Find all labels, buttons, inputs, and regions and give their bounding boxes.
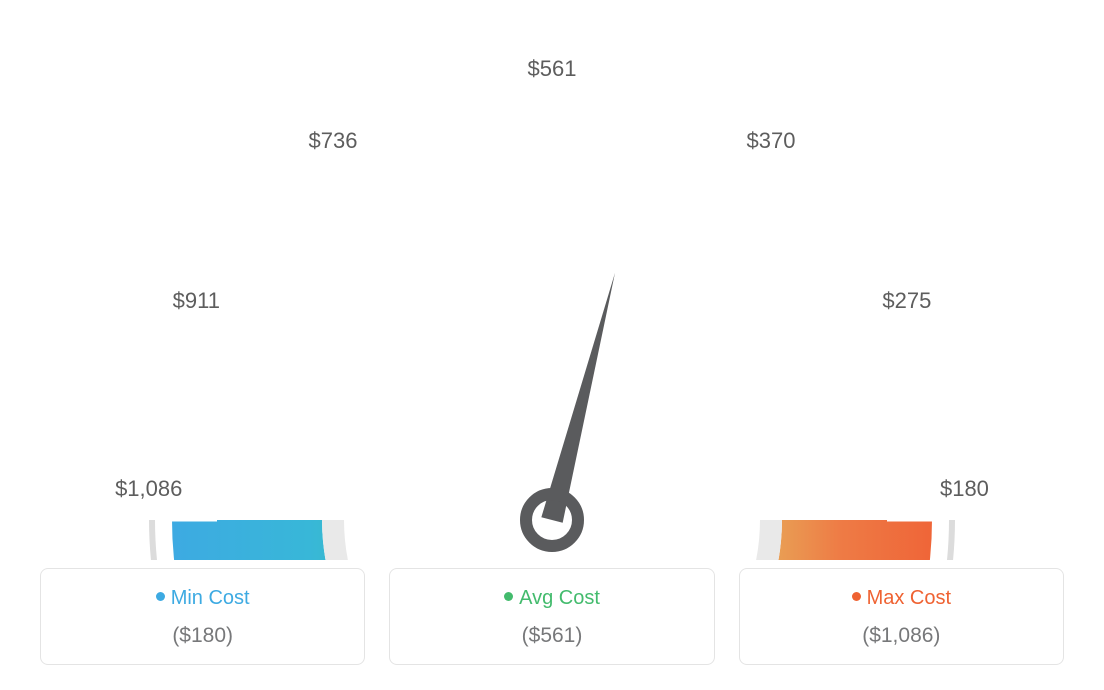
gauge-tick xyxy=(720,191,743,230)
legend-title-text-max: Max Cost xyxy=(867,587,951,609)
legend-value-min: ($180) xyxy=(51,624,354,648)
gauge-tick xyxy=(454,153,462,182)
legend-card-min: Min Cost ($180) xyxy=(40,568,365,665)
gauge-scale-label: $736 xyxy=(309,128,358,154)
gauge-chart-container: $180 $275 $370 $561 $736 $911 $1,086 Min Cost … xyxy=(0,0,1104,690)
gauge-tick xyxy=(799,251,820,272)
gauge-tick xyxy=(842,330,881,353)
legend-card-avg: Avg Cost ($561) xyxy=(389,568,714,665)
gauge-tick xyxy=(185,422,214,430)
gauge-tick xyxy=(283,251,304,272)
gauge-scale-label: $180 xyxy=(940,476,989,502)
legend-value-avg: ($561) xyxy=(400,624,703,648)
legend-dot-avg xyxy=(504,592,513,601)
gauge-tick xyxy=(223,330,262,353)
gauge-scale-label: $561 xyxy=(528,56,577,82)
gauge-tick xyxy=(890,422,919,430)
gauge-scale-label: $1,086 xyxy=(115,476,182,502)
gauge-needle xyxy=(541,273,615,523)
legend-row: Min Cost ($180) Avg Cost ($561) Max Cost… xyxy=(0,568,1104,665)
gauge-scale-label: $370 xyxy=(747,128,796,154)
legend-title-avg: Avg Cost xyxy=(400,587,703,610)
gauge-area: $180 $275 $370 $561 $736 $911 $1,086 xyxy=(0,0,1104,560)
legend-card-max: Max Cost ($1,086) xyxy=(739,568,1064,665)
gauge-scale-label: $911 xyxy=(173,288,220,314)
legend-value-max: ($1,086) xyxy=(750,624,1053,648)
gauge-tick xyxy=(643,153,651,182)
legend-title-min: Min Cost xyxy=(51,587,354,610)
legend-dot-min xyxy=(156,592,165,601)
legend-title-max: Max Cost xyxy=(750,587,1053,610)
gauge-tick xyxy=(362,191,385,230)
gauge-scale-label: $275 xyxy=(882,288,931,314)
legend-title-text-min: Min Cost xyxy=(171,587,250,609)
legend-dot-max xyxy=(852,592,861,601)
legend-title-text-avg: Avg Cost xyxy=(519,587,600,609)
